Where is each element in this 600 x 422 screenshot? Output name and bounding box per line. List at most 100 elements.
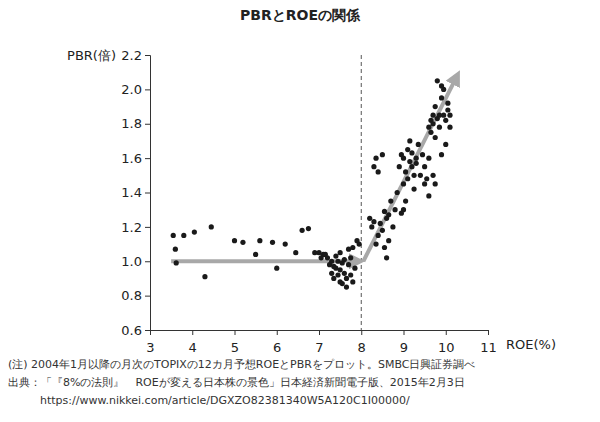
point — [384, 255, 389, 260]
point — [253, 252, 258, 257]
x-tick-label: 4 — [189, 340, 197, 355]
point — [430, 121, 435, 126]
y-tick: 0.6 — [121, 323, 150, 338]
point — [439, 83, 444, 88]
point — [407, 159, 412, 164]
point — [338, 250, 343, 255]
point — [439, 95, 444, 100]
point — [435, 78, 440, 83]
x-tick-label: 6 — [273, 340, 281, 355]
y-tick: 1.8 — [121, 116, 150, 131]
y-tick-label: 1.0 — [121, 254, 142, 269]
x-tick-mark — [319, 330, 320, 335]
point — [382, 245, 387, 250]
y-tick-mark — [145, 193, 150, 194]
x-tick: 5 — [231, 330, 239, 355]
point — [441, 113, 446, 118]
point — [344, 284, 349, 289]
reference-line — [361, 55, 362, 330]
point — [350, 279, 355, 284]
x-tick-label: 9 — [400, 340, 408, 355]
y-tick-label: 2.0 — [121, 82, 142, 97]
point — [447, 125, 452, 130]
point — [433, 104, 438, 109]
y-axis-line — [145, 56, 151, 331]
point — [348, 272, 353, 277]
x-tick: 7 — [315, 330, 323, 355]
y-axis: 0.60.81.01.21.41.61.82.02.2 — [121, 48, 150, 338]
x-tick: 11 — [480, 330, 497, 355]
point — [331, 276, 336, 281]
point — [293, 250, 298, 255]
note: 出典：「『8%の法則』 ROEが変える日本株の景色」日本経済新聞電子版、2015… — [8, 376, 465, 389]
point — [409, 164, 414, 169]
y-tick-mark — [145, 89, 150, 90]
point — [428, 130, 433, 135]
point — [439, 152, 444, 157]
y-tick: 1.6 — [121, 151, 150, 166]
point — [380, 152, 385, 157]
y-tick: 1.0 — [121, 254, 150, 269]
point — [430, 173, 435, 178]
point — [386, 238, 391, 243]
x-tick: 9 — [400, 330, 408, 355]
point — [367, 216, 372, 221]
point — [329, 259, 334, 264]
point — [405, 147, 410, 152]
title: PBRとROEの関係 — [240, 7, 361, 23]
y-tick-mark — [145, 55, 150, 56]
point — [388, 198, 393, 203]
x-tick-mark — [488, 330, 489, 335]
point — [411, 186, 416, 191]
note: https://www.nikkei.com/article/DGXZO8238… — [40, 394, 410, 407]
point — [418, 173, 423, 178]
y-tick-label: 1.4 — [121, 185, 142, 200]
note: (注) 2004年1月以降の月次のTOPIXの12カ月予想ROEとPBRをプロッ… — [8, 358, 475, 371]
x-tick: 6 — [273, 330, 281, 355]
x-axis-line — [151, 331, 489, 336]
x-tick: 3 — [146, 330, 154, 355]
x-axis: 34567891011 — [146, 330, 496, 355]
point — [390, 224, 395, 229]
y-tick-mark — [145, 124, 150, 125]
point — [426, 193, 431, 198]
point — [403, 198, 408, 203]
point — [445, 101, 450, 106]
point — [274, 266, 279, 271]
point — [209, 224, 214, 229]
point — [386, 212, 391, 217]
point — [376, 169, 381, 174]
point — [171, 233, 176, 238]
point — [447, 113, 452, 118]
y-tick-mark — [145, 158, 150, 159]
point — [422, 164, 427, 169]
point — [357, 241, 362, 246]
y-axis-label: PBR(倍) — [67, 48, 116, 63]
point — [433, 135, 438, 140]
point — [380, 228, 385, 233]
point — [335, 272, 340, 277]
point — [329, 271, 334, 276]
point — [342, 257, 347, 262]
point — [409, 150, 414, 155]
point — [373, 156, 378, 161]
x-tick-mark — [446, 330, 447, 335]
x-tick-label: 5 — [231, 340, 239, 355]
point — [443, 118, 448, 123]
point — [437, 125, 442, 130]
x-tick-mark — [361, 330, 362, 335]
x-tick-label: 3 — [146, 340, 154, 355]
y-tick-mark — [145, 296, 150, 297]
y-tick: 2.2 — [121, 48, 150, 63]
y-tick-label: 1.6 — [121, 151, 142, 166]
point — [181, 233, 186, 238]
point — [426, 156, 431, 161]
point — [405, 176, 410, 181]
y-tick: 1.2 — [121, 220, 150, 235]
trend-arrow — [363, 77, 456, 261]
point — [333, 253, 338, 258]
y-tick-label: 0.6 — [121, 323, 142, 338]
y-tick-label: 1.2 — [121, 220, 142, 235]
point — [340, 281, 345, 286]
point — [283, 241, 288, 246]
